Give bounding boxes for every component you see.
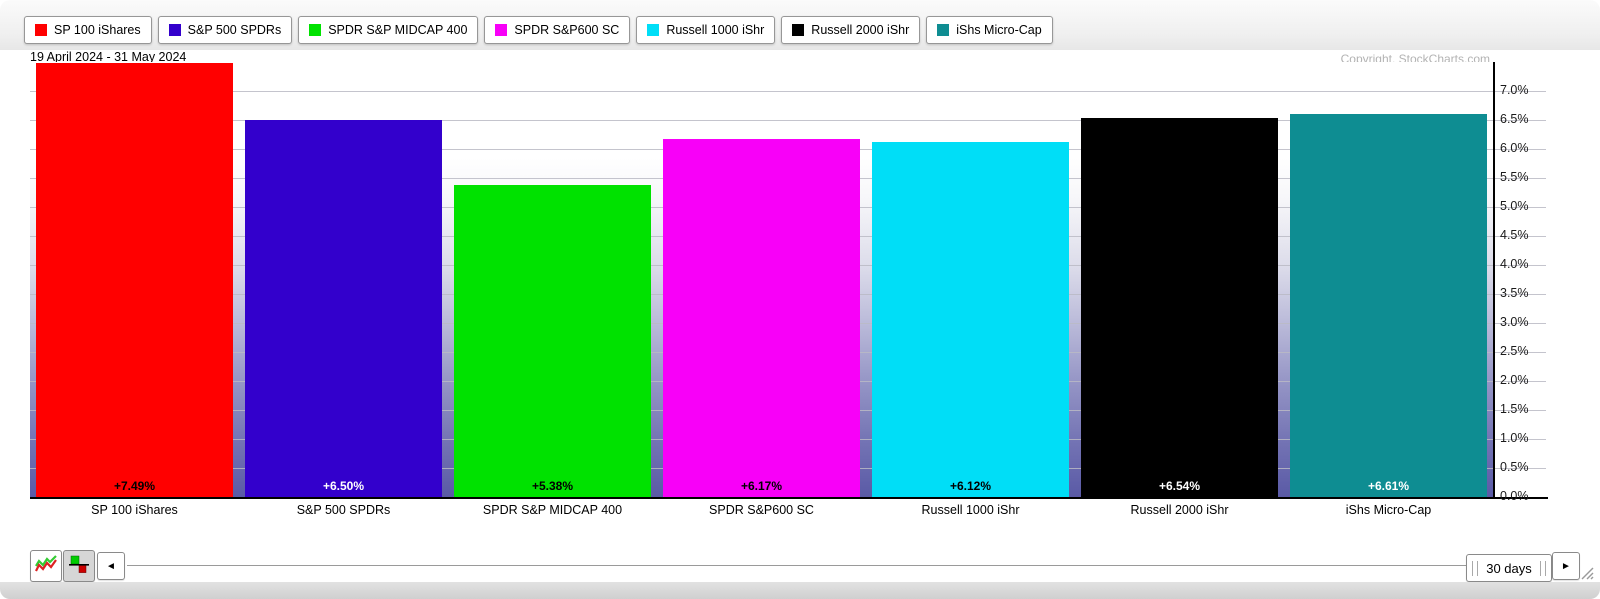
y-tick-label: 0.0% [1500,489,1529,503]
y-tick-label: 1.5% [1500,402,1529,416]
legend-item-7[interactable]: iShs Micro-Cap [926,16,1053,44]
slider-grip-icon [1472,560,1479,576]
x-category-label: SP 100 iShares [91,503,178,517]
x-category-label: Russell 1000 iShr [921,503,1020,517]
perf-bar-7: +6.61% [1290,113,1487,497]
legend-item-3[interactable]: SPDR S&P MIDCAP 400 [298,16,479,44]
legend-item-1[interactable]: SP 100 iShares [24,16,152,44]
y-tick-label: 5.0% [1500,199,1529,213]
bar-value-label: +6.12% [949,478,992,493]
perf-bar-4: +6.17% [663,139,860,497]
x-category-label: S&P 500 SPDRs [296,503,391,517]
x-category-label: SPDR S&P MIDCAP 400 [482,503,623,517]
left-arrow-icon: ◄ [106,560,116,572]
line-mode-button[interactable] [30,550,62,582]
resize-grip-icon[interactable] [1578,564,1594,580]
bottom-strip [0,582,1600,599]
line-chart-icon [35,554,57,579]
bar-value-label: +6.17% [740,478,783,493]
legend-item-6[interactable]: Russell 2000 iShr [781,16,921,44]
y-tick-label: 2.5% [1500,344,1529,358]
y-axis-line [1493,62,1495,499]
legend-item-label: Russell 1000 iShr [666,23,765,37]
gridline [30,119,1546,121]
legend-swatch-icon [35,24,47,36]
perf-bar-5: +6.12% [872,142,1069,497]
perf-bar-3: +5.38% [454,184,651,497]
legend-item-label: SPDR S&P MIDCAP 400 [328,23,468,37]
legend-swatch-icon [168,24,181,36]
legend-row: SP 100 iShares S&P 500 SPDRs SPDR S&P MIDC… [24,16,1053,44]
date-slider-track[interactable] [127,565,1468,566]
bar-value-label: +6.50% [322,479,365,493]
slider-grip-icon [1539,560,1546,576]
scroll-right-button[interactable]: ► [1552,552,1580,580]
legend-item-label: Russell 2000 iShr [811,23,910,37]
legend-item-label: SP 100 iShares [54,23,141,37]
legend-swatch-icon [309,24,322,36]
date-range-label: 19 April 2024 - 31 May 2024 [30,50,187,64]
histogram-icon [69,554,89,579]
y-tick-label: 2.0% [1500,373,1529,387]
bar-mode-button[interactable] [63,550,95,582]
perf-bar-6: +6.54% [1081,117,1278,497]
y-tick-label: 3.5% [1500,286,1529,300]
y-tick-label: 7.0% [1500,83,1529,97]
y-tick-label: 6.0% [1500,141,1529,155]
x-category-label: SPDR S&P600 SC [709,503,814,517]
perf-bar-1: +7.49% [36,62,233,497]
y-tick-label: 1.0% [1500,431,1529,445]
legend-swatch-icon [792,24,805,36]
y-tick-label: 4.5% [1500,228,1529,242]
x-category-label: Russell 2000 iShr [1130,503,1229,517]
legend-item-4[interactable]: SPDR S&P600 SC [484,16,631,44]
legend-item-label: iShs Micro-Cap [956,23,1042,37]
perf-bar-2: +6.50% [245,120,442,497]
scroll-left-button[interactable]: ◄ [97,552,125,580]
bar-value-label: +5.38% [531,478,574,493]
legend-item-5[interactable]: Russell 1000 iShr [636,16,776,44]
y-tick-label: 5.5% [1500,170,1529,184]
gridline [30,90,1546,92]
x-category-label: iShs Micro-Cap [1345,503,1432,517]
legend-swatch-icon [937,24,950,36]
x-axis-line [30,497,1548,499]
y-tick-label: 4.0% [1500,257,1529,271]
bar-value-label: +7.49% [113,478,156,493]
y-tick-label: 6.5% [1500,112,1529,126]
legend-swatch-icon [647,24,660,36]
right-arrow-icon: ► [1561,560,1571,572]
legend-swatch-icon [495,24,508,36]
legend-item-label: SPDR S&P600 SC [514,23,620,37]
slider-range-label: 30 days [1486,560,1532,576]
legend-item-2[interactable]: S&P 500 SPDRs [157,16,293,44]
bar-value-label: +6.61% [1367,478,1410,493]
date-slider-handle[interactable]: 30 days [1466,554,1552,582]
y-tick-label: 0.5% [1500,460,1529,474]
y-tick-label: 3.0% [1500,315,1529,329]
bar-value-label: +6.54% [1158,478,1201,493]
legend-item-label: S&P 500 SPDRs [187,23,282,37]
legend-bar: SP 100 iShares S&P 500 SPDRs SPDR S&P MIDC… [0,0,1600,50]
